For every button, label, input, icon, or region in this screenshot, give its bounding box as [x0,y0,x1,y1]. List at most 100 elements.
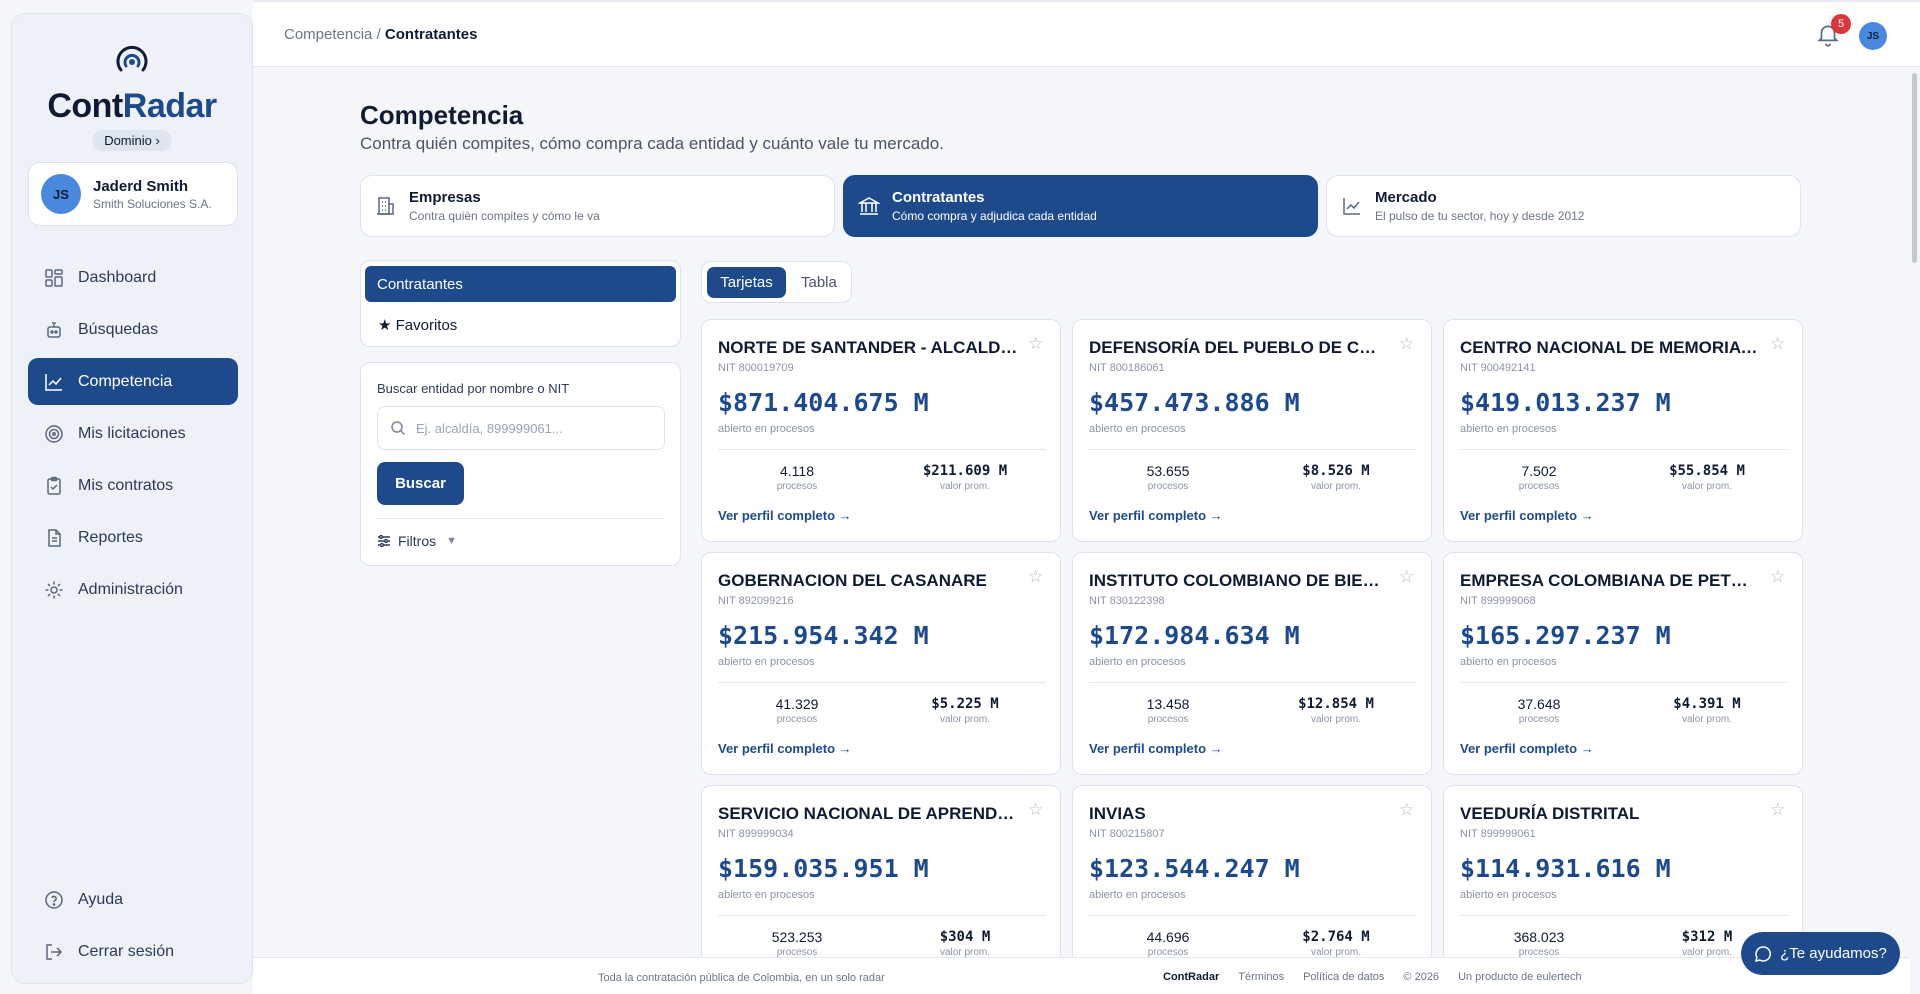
entity-card[interactable]: NORTE DE SANTANDER - ALCALDÍA DE CÚCUTA … [701,319,1061,542]
segment-title: Empresas [409,189,481,206]
stat-value: $312 M [1681,929,1733,945]
star-icon[interactable]: ☆ [1028,800,1044,819]
stat-value: $55.854 M [1669,463,1745,479]
stat-value: $4.391 M [1673,696,1741,712]
user-card[interactable]: JS Jaderd Smith Smith Soluciones S.A. [28,162,238,226]
sliders-icon [378,534,390,548]
divider [1089,915,1417,916]
help-chat-button[interactable]: ¿Te ayudamos? [1741,932,1900,975]
logo[interactable]: ContRadar Dominio › [12,14,252,151]
help-icon [45,890,63,909]
view-profile-link[interactable]: Ver perfil completo → [1460,741,1594,756]
view-profile-link[interactable]: Ver perfil completo → [718,741,852,756]
gear-icon [45,581,63,598]
filters-toggle[interactable]: Filtros ▼ [377,533,457,549]
radar-logo-icon [116,45,148,72]
user-company: Smith Soluciones S.A. [93,196,212,211]
scrollbar-thumb[interactable] [1912,73,1917,263]
view-profile-link[interactable]: Ver perfil completo → [1089,508,1223,523]
star-icon[interactable]: ☆ [1770,567,1786,586]
segment-contratantes[interactable]: Contratantes Cómo compra y adjudica cada … [843,175,1318,237]
sidebar-item-reportes[interactable]: Reportes [28,514,238,561]
list-contratantes[interactable]: Contratantes [365,266,676,302]
entity-card[interactable]: DEFENSORÍA DEL PUEBLO DE COLOMBIA ☆ NIT … [1072,319,1432,542]
entity-card[interactable]: EMPRESA COLOMBIANA DE PETROLEOS ☆ NIT 89… [1443,552,1803,775]
entity-nit: NIT 800215807 [1089,828,1165,840]
segment-mercado[interactable]: Mercado El pulso de tu sector, hoy y desd… [1326,175,1801,237]
sidebar-item-mis-licitaciones[interactable]: Mis licitaciones [28,410,238,457]
sidebar-item-competencia[interactable]: Competencia [28,358,238,405]
amount-label: abierto en procesos [1089,889,1186,901]
star-icon[interactable]: ☆ [1028,567,1044,586]
entity-amount: $114.931.616 M [1460,854,1671,883]
stat-procesos: 4.118 procesos [737,463,857,492]
stat-label: procesos [1147,481,1189,492]
avatar: JS [41,174,81,214]
star-icon[interactable]: ☆ [1399,334,1415,353]
sidebar-item-busquedas[interactable]: Búsquedas [28,306,238,353]
sidebar-item-dashboard[interactable]: Dashboard [28,254,238,301]
star-icon[interactable]: ☆ [1399,800,1415,819]
sidebar: ContRadar Dominio › JS Jaderd Smith Smit… [11,13,253,984]
search-box[interactable] [377,406,665,450]
star-icon[interactable]: ☆ [1770,334,1786,353]
stat-label: procesos [1518,947,1560,958]
scrollbar[interactable] [1910,67,1920,957]
footer-terms-link[interactable]: Términos [1238,971,1285,983]
sidebar-item-label: Mis contratos [78,476,174,494]
divider [1460,915,1788,916]
entity-card[interactable]: INSTITUTO COLOMBIANO DE BIENESTAR FAMILI… [1072,552,1432,775]
stat-value: $12.854 M [1298,696,1374,712]
breadcrumb: Competencia / Contratantes [284,26,477,43]
footer-privacy-link[interactable]: Política de datos [1303,971,1385,983]
segment-desc: El pulso de tu sector, hoy y desde 2012 [1375,209,1585,223]
stat-valor-prom: $4.391 M valor prom. [1647,696,1767,725]
entity-card[interactable]: GOBERNACION DEL CASANARE ☆ NIT 892099216… [701,552,1061,775]
entity-amount: $871.404.675 M [718,388,929,417]
entity-nit: NIT 899999034 [718,828,794,840]
breadcrumb-parent[interactable]: Competencia [284,26,373,43]
domain-chip[interactable]: Dominio › [92,130,172,151]
dashboard-icon [45,268,63,287]
toggle-tabla[interactable]: Tabla [801,274,837,291]
list-favoritos[interactable]: ★ Favoritos [378,317,458,334]
stat-value: 53.655 [1146,463,1190,479]
chevron-down-icon: ▼ [446,535,458,547]
search-button[interactable]: Buscar [377,462,464,505]
breadcrumb-separator: / [376,26,381,43]
footer-copyright: © 2026 [1403,971,1440,983]
stat-value: $2.764 M [1302,929,1370,945]
entity-amount: $457.473.886 M [1089,388,1300,417]
entity-amount: $215.954.342 M [718,621,929,650]
stat-label: procesos [1147,947,1189,958]
view-profile-link[interactable]: Ver perfil completo → [1089,741,1223,756]
star-icon[interactable]: ☆ [1399,567,1415,586]
amount-label: abierto en procesos [1089,423,1186,435]
stat-value: 13.458 [1146,696,1190,712]
stat-procesos: 7.502 procesos [1479,463,1599,492]
sidebar-item-ayuda[interactable]: Ayuda [28,876,238,923]
sidebar-item-administracion[interactable]: Administración [28,566,238,613]
page-subtitle: Contra quién compites, cómo compra cada … [360,134,944,153]
view-profile-link[interactable]: Ver perfil completo → [718,508,852,523]
view-profile-link[interactable]: Ver perfil completo → [1460,508,1594,523]
view-toggle: Tarjetas Tabla [701,261,852,303]
entity-name: DEFENSORÍA DEL PUEBLO DE COLOMBIA [1089,338,1389,357]
entity-name: CENTRO NACIONAL DE MEMORIA HISTÓRICA [1460,338,1760,357]
segment-empresas[interactable]: Empresas Contra quién compites y cómo le … [360,175,835,237]
star-icon[interactable]: ☆ [1770,800,1786,819]
entity-nit: NIT 899999061 [1460,828,1536,840]
filters-label: Filtros [398,533,437,549]
entity-amount: $165.297.237 M [1460,621,1671,650]
sidebar-item-mis-contratos[interactable]: Mis contratos [28,462,238,509]
sidebar-item-cerrar-sesion[interactable]: Cerrar sesión [28,928,238,975]
footer-brand: ContRadar [1163,971,1220,983]
stat-procesos: 44.696 procesos [1108,929,1228,958]
search-input[interactable] [416,420,646,436]
document-icon [48,528,61,547]
top-avatar[interactable]: JS [1859,22,1887,50]
toggle-tarjetas[interactable]: Tarjetas [707,267,786,298]
sidebar-nav: Dashboard Búsquedas Competencia Mis lici… [28,254,238,618]
star-icon[interactable]: ☆ [1028,334,1044,353]
entity-card[interactable]: CENTRO NACIONAL DE MEMORIA HISTÓRICA ☆ N… [1443,319,1803,542]
